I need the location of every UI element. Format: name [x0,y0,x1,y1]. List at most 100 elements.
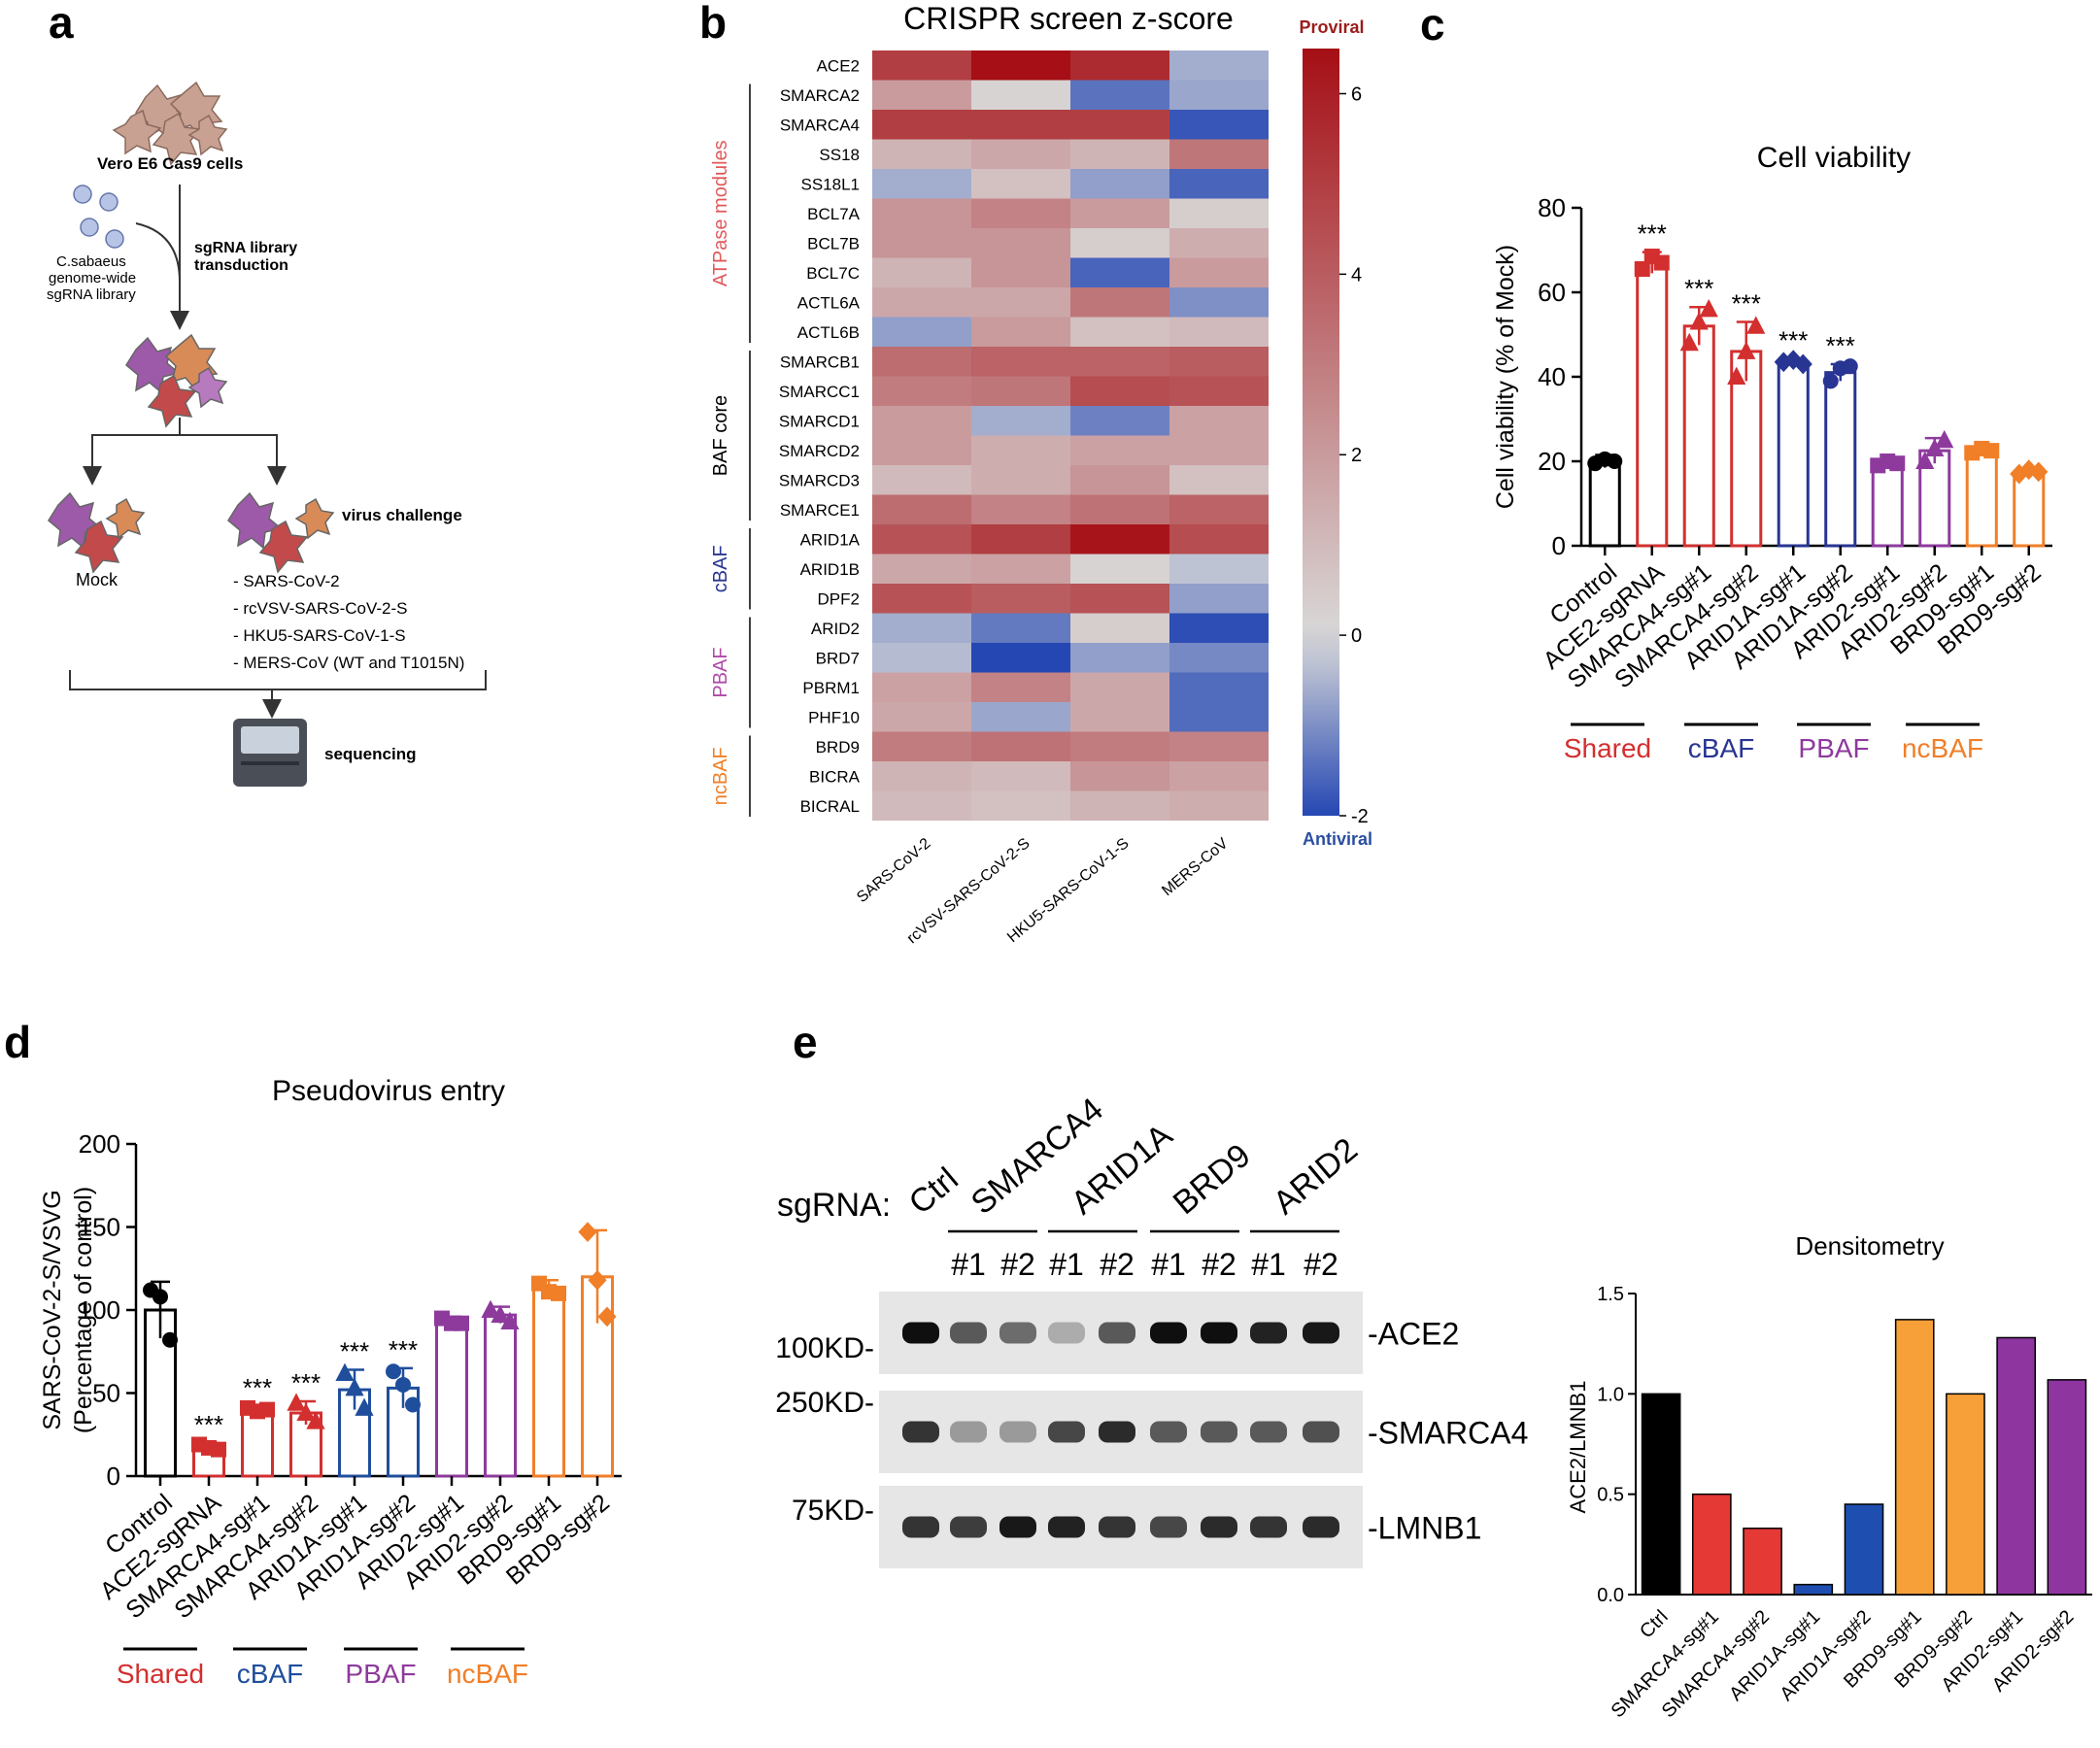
blot-band [1099,1516,1135,1538]
data-point [1737,341,1756,359]
heatmap-group-label: ncBAF [710,747,731,805]
virus-item-2: - rcVSV-SARS-CoV-2-S [233,599,408,618]
x-tick-label: ARID2-sg#1 [351,1489,469,1595]
significance-mark: *** [291,1368,321,1397]
heatmap-cell [1070,584,1169,614]
ctrl-lane-label: Ctrl [902,1160,965,1222]
data-point [531,1275,547,1292]
bar [192,1444,225,1478]
heatmap-cell [872,169,971,199]
data-point [444,1315,459,1331]
blot-band [1201,1322,1237,1344]
heatmap-cell [971,257,1070,287]
heatmap-cell [1169,317,1269,347]
data-point [541,1284,557,1300]
heatmap-row-label: BICRA [809,767,861,786]
data-point [1880,454,1896,469]
data-point [481,1299,500,1318]
heatmap-column-label: HKU5-SARS-CoV-1-S [1004,835,1132,946]
data-point [1889,455,1906,472]
bar [1777,360,1810,548]
heatmap-cell [1169,139,1269,169]
heatmap-cell [872,584,971,614]
x-tick-label: SMARCA4-sg#1 [1563,558,1716,693]
blot-band [950,1516,987,1538]
data-point [1793,353,1812,375]
heatmap-cell [872,731,971,761]
heatmap-cell [1169,110,1269,140]
heatmap-cell [971,494,1070,524]
bar [1793,1583,1834,1596]
y-tick-label: 20 [1538,447,1566,476]
data-point [296,1402,316,1422]
heatmap-cell [971,761,1070,791]
heatmap-cell [1070,228,1169,258]
heatmap-cell [971,198,1070,228]
transduction-label-2: transduction [194,257,288,274]
heatmap-cell [872,228,971,258]
colorbar-tick-label: -2 [1351,806,1369,827]
heatmap-cell [1169,406,1269,436]
heatmap-cell [872,347,971,377]
heatmap-row-label: PHF10 [808,708,860,726]
y-axis-label: ACE2/LMNB1 [1566,1381,1590,1514]
data-point [201,1439,217,1456]
heatmap-cell [1070,761,1169,791]
group-label: cBAF [1688,733,1754,763]
y-tick-label: 0 [1552,531,1566,560]
heatmap-cell [971,406,1070,436]
heatmap-cell [971,465,1070,495]
heatmap-cell [1070,317,1169,347]
heatmap-cell [872,672,971,702]
group-label: Shared [1564,733,1651,763]
heatmap-cell [1169,761,1269,791]
data-point [1822,373,1839,389]
panel-letter-b: b [699,0,728,48]
blot-group-label: ARID1A [1065,1117,1180,1222]
heatmap-row-label: SMARCA2 [780,86,860,105]
lane-label: #1 [1049,1247,1084,1282]
heatmap-row-label: SMARCD2 [779,442,860,460]
data-point [1746,316,1766,334]
x-tick-label: SMARCA4-sg#2 [1609,558,1763,693]
heatmap-row-label: SS18 [819,146,860,164]
data-point [1783,350,1803,370]
heatmap-row-label: BICRAL [800,797,860,816]
y-tick-label: 80 [1538,193,1566,222]
heatmap-cell [971,228,1070,258]
heatmap-cell [1169,228,1269,258]
heatmap-cell [1169,80,1269,110]
blot-band [950,1421,987,1443]
blot-band [1048,1322,1085,1344]
heatmap-cell [1070,790,1169,821]
heatmap-row-label: ACE2 [817,56,860,75]
heatmap-cell [872,790,971,821]
x-tick-label: ARID2-sg#1 [1786,558,1905,664]
heatmap-row-label: BCL7B [807,234,860,252]
heatmap-cell [1070,110,1169,140]
heatmap-row-label: ARID1B [800,560,860,579]
heatmap-cell [1169,435,1269,465]
bar [338,1388,371,1478]
data-point [143,1282,158,1298]
blot-membrane [879,1486,1363,1568]
vero-cells-label: Vero E6 Cas9 cells [97,154,243,173]
x-tick-label: Control [1544,558,1622,629]
x-tick-label: ACE2-sgRNA [1539,558,1670,675]
colorbar [1303,49,1339,816]
heatmap-cell [1070,406,1169,436]
blot-band [902,1421,939,1443]
data-point [1832,360,1848,377]
blot-band [999,1516,1036,1538]
significance-mark: *** [1732,288,1761,318]
colorbar-top-label: Proviral [1299,17,1364,37]
data-point [2010,463,2029,485]
bar [1965,449,1998,548]
mock-cells-icon [48,491,146,574]
heatmap-group-label: ATPase modules [710,140,731,286]
blot-band [902,1516,939,1538]
x-tick-label: BRD9-sg#2 [501,1489,615,1591]
bar [1588,459,1621,548]
heatmap-cell [1070,198,1169,228]
bar [387,1386,420,1478]
